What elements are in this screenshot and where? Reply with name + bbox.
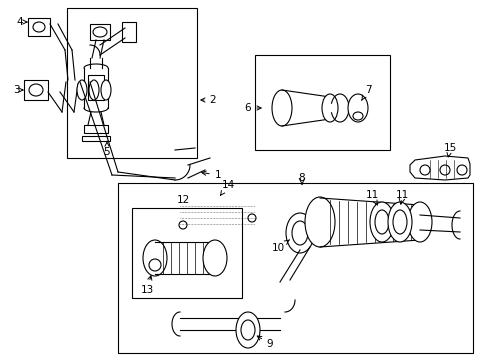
- Polygon shape: [409, 156, 469, 180]
- Text: 6: 6: [244, 103, 261, 113]
- Text: 15: 15: [443, 143, 456, 157]
- Bar: [82, 136, 110, 141]
- Ellipse shape: [101, 80, 111, 100]
- Text: 1: 1: [202, 170, 221, 180]
- Ellipse shape: [387, 202, 411, 242]
- Text: 10: 10: [271, 240, 289, 253]
- Text: 4: 4: [17, 17, 27, 27]
- Text: 12: 12: [176, 195, 189, 205]
- Ellipse shape: [305, 197, 334, 247]
- Ellipse shape: [142, 240, 167, 276]
- Text: 13: 13: [140, 276, 153, 295]
- Ellipse shape: [236, 312, 260, 348]
- Bar: [254, 55, 389, 150]
- Text: 3: 3: [13, 85, 23, 95]
- Text: 5: 5: [103, 141, 110, 157]
- Bar: [28, 18, 50, 36]
- Ellipse shape: [89, 80, 99, 100]
- Ellipse shape: [285, 213, 313, 253]
- Ellipse shape: [77, 80, 87, 100]
- Text: 2: 2: [201, 95, 216, 105]
- Bar: [84, 125, 108, 133]
- Ellipse shape: [203, 240, 226, 276]
- Bar: [67, 8, 197, 158]
- Text: 8: 8: [298, 173, 305, 183]
- Ellipse shape: [369, 202, 393, 242]
- Text: 14: 14: [220, 180, 234, 195]
- Text: 9: 9: [257, 336, 273, 349]
- Ellipse shape: [271, 90, 291, 126]
- Ellipse shape: [407, 202, 431, 242]
- Bar: [122, 22, 136, 42]
- Bar: [24, 80, 48, 100]
- Text: 7: 7: [361, 85, 370, 100]
- Bar: [132, 208, 242, 298]
- Bar: [90, 24, 110, 40]
- Bar: [118, 183, 472, 353]
- Polygon shape: [172, 194, 260, 232]
- Ellipse shape: [347, 94, 367, 122]
- Text: 11: 11: [395, 190, 408, 200]
- Bar: [88, 75, 104, 100]
- Text: 11: 11: [365, 190, 378, 205]
- Ellipse shape: [321, 94, 337, 122]
